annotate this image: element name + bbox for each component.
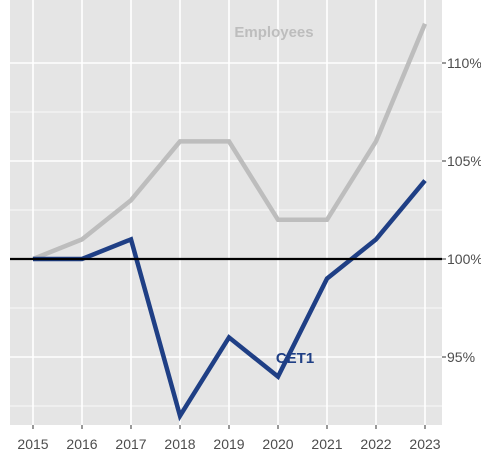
x-tick-label: 2015	[17, 436, 48, 450]
x-tick-label: 2016	[66, 436, 97, 450]
y-tick-label: 95%	[447, 349, 475, 365]
x-tick-label: 2022	[360, 436, 391, 450]
x-tick-label: 2019	[213, 436, 244, 450]
x-tick-label: 2020	[262, 436, 293, 450]
y-tick-label: 110%	[447, 55, 481, 71]
y-axis: 95% 100% 105% 110%	[442, 55, 481, 365]
x-tick-label: 2023	[409, 436, 440, 450]
x-axis: 2015 2016 2017 2018 2019 2020 2021 2022 2023	[17, 425, 440, 450]
y-tick-label: 100%	[447, 251, 481, 267]
series-label-employees: Employees	[234, 24, 313, 41]
x-tick-label: 2021	[311, 436, 342, 450]
x-tick-label: 2018	[164, 436, 195, 450]
y-tick-label: 105%	[447, 153, 481, 169]
series-label-cet1: CET1	[276, 350, 314, 367]
x-tick-label: 2017	[115, 436, 146, 450]
